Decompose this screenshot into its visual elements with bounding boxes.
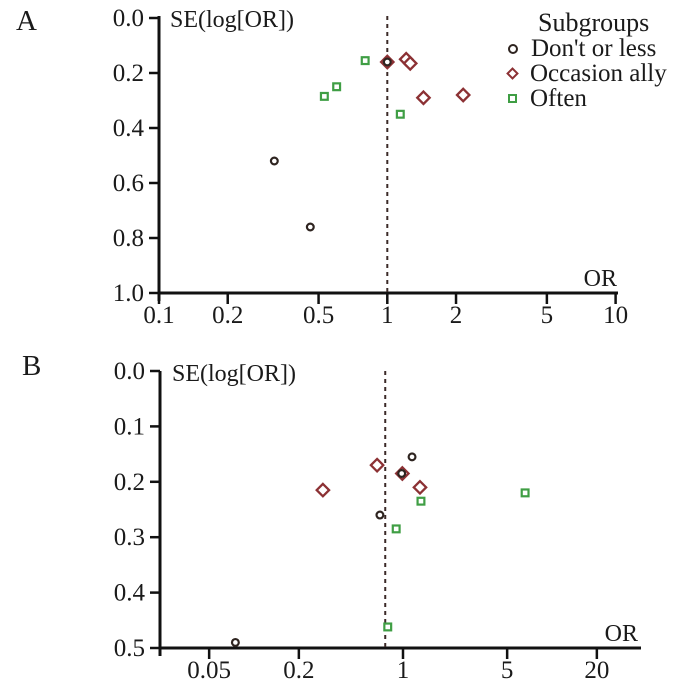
legend-item-occasionally: Occasion ally bbox=[506, 59, 667, 87]
panel-b-point-diamond bbox=[369, 457, 385, 474]
panel-a-y-tick-label: 1.0 bbox=[113, 280, 144, 307]
panel-b-label: B bbox=[22, 350, 42, 382]
panel-a-point-square bbox=[319, 91, 329, 101]
panel-b-x-tick-label: 0.2 bbox=[283, 657, 314, 684]
legend-item-often: Often bbox=[508, 84, 667, 112]
legend-item-dont-or-less: Don't or less bbox=[508, 34, 667, 62]
panel-a-x-axis-title: OR bbox=[584, 266, 617, 292]
panel-a-point-square bbox=[395, 109, 405, 119]
panel-a-point-square bbox=[360, 56, 370, 66]
diamond-icon bbox=[506, 67, 519, 80]
panel-b-y-tick-label: 0.0 bbox=[114, 358, 145, 385]
panel-b-point-square bbox=[383, 622, 393, 632]
panel-a-x-tick-label: 0.2 bbox=[212, 302, 243, 329]
panel-a-x-tick-label: 0.1 bbox=[143, 302, 174, 329]
legend-item-label: Often bbox=[530, 84, 587, 112]
panel-a-y-tick-label: 0.4 bbox=[113, 115, 145, 142]
panel-b-y-tick-label: 0.5 bbox=[114, 635, 145, 662]
panel-a-y-axis-title: SE(log[OR]) bbox=[170, 7, 294, 33]
panel-a-x-tick-label: 1 bbox=[381, 302, 394, 329]
panel-a-point-circle bbox=[305, 222, 315, 232]
panel-a-x-tick-label: 2 bbox=[450, 302, 463, 329]
legend-item-label: Occasion ally bbox=[530, 59, 667, 87]
panel-b-point-diamond bbox=[412, 479, 428, 496]
panel-a-y-tick-label: 0.0 bbox=[113, 5, 144, 32]
panel-a-y-tick-label: 0.2 bbox=[113, 60, 144, 87]
panel-a-y-tick-label: 0.8 bbox=[113, 225, 144, 252]
panel-a-point-diamond bbox=[455, 87, 472, 103]
panel-a-x-tick-label: 10 bbox=[603, 302, 628, 329]
panel-b-x-tick-label: 5 bbox=[501, 657, 514, 684]
panel-b-x-axis-title: OR bbox=[605, 621, 638, 647]
panel-b-point-square bbox=[520, 488, 530, 498]
panel-b-point-square bbox=[416, 496, 426, 506]
panel-b-x-tick-label: 0.05 bbox=[187, 657, 231, 684]
legend-title: Subgroups bbox=[538, 8, 650, 37]
panel-b-point-circle bbox=[407, 452, 417, 462]
legend: Subgroups Don't or less Occasion ally Of… bbox=[506, 8, 667, 112]
panel-b-point-circle bbox=[397, 468, 407, 478]
panel-b-point-diamond bbox=[315, 482, 331, 498]
panel-b-point-circle bbox=[375, 510, 385, 520]
panel-b-y-tick-label: 0.1 bbox=[114, 413, 145, 440]
panel-b-y-tick-label: 0.4 bbox=[114, 580, 146, 607]
panel-b-y-axis-title: SE(log[OR]) bbox=[172, 361, 296, 387]
panel-a-point-circle bbox=[382, 57, 392, 67]
panel-b-x-tick-label: 1 bbox=[397, 657, 410, 684]
panel-b-point-circle bbox=[230, 637, 240, 647]
panel-a-label: A bbox=[16, 5, 37, 37]
panel-a-x-tick-label: 0.5 bbox=[303, 302, 334, 329]
panel-a-point-circle bbox=[269, 156, 279, 166]
panel-b-point-square bbox=[391, 524, 401, 534]
circle-icon bbox=[508, 43, 518, 54]
panel-a-point-diamond bbox=[415, 89, 432, 106]
panel-b-y-tick-label: 0.2 bbox=[114, 469, 145, 496]
square-icon bbox=[508, 94, 517, 103]
panel-a-point-square bbox=[332, 82, 342, 92]
panel-b-y-tick-label: 0.3 bbox=[114, 524, 145, 551]
panel-a-y-tick-label: 0.6 bbox=[113, 170, 144, 197]
panel-a-x-tick-label: 5 bbox=[541, 302, 554, 329]
legend-item-label: Don't or less bbox=[531, 34, 657, 62]
panel-b-x-tick-label: 20 bbox=[584, 657, 609, 684]
panel-a-point-diamond bbox=[402, 55, 419, 72]
